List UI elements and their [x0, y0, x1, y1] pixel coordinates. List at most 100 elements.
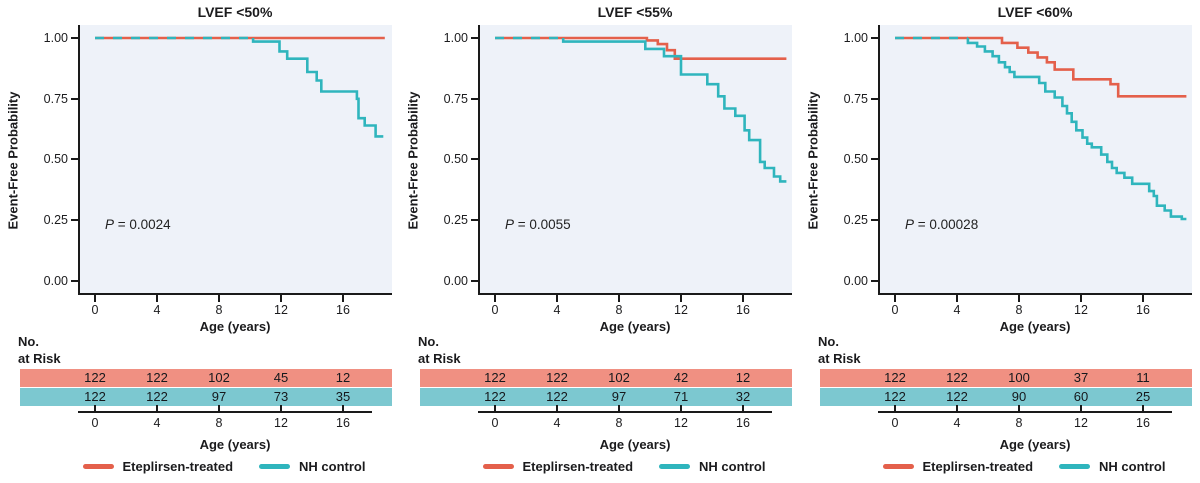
- risk-axis-tick: [494, 405, 496, 411]
- x-tick-label: 0: [491, 303, 499, 317]
- risk-tick-label: 0: [91, 416, 99, 430]
- risk-count: 11: [1136, 370, 1150, 385]
- y-axis-tick: [71, 158, 78, 160]
- x-tick-label: 0: [891, 303, 899, 317]
- y-tick-label: 0.00: [843, 274, 868, 288]
- legend-label: NH control: [699, 459, 766, 474]
- x-tick-label: 4: [153, 303, 161, 317]
- risk-axis-tick: [894, 405, 896, 411]
- risk-tick-label: 4: [553, 416, 561, 430]
- risk-count: 37: [1073, 370, 1089, 385]
- y-axis-tick: [71, 98, 78, 100]
- y-axis-tick: [871, 280, 878, 282]
- legend: Eteplirsen-treated NH control: [400, 459, 800, 474]
- risk-row-eteplirsen: 122 122 102 45 12: [20, 369, 392, 387]
- p-value: P = 0.0055: [505, 217, 571, 232]
- risk-tick-label: 16: [736, 416, 750, 430]
- risk-count: 100: [1008, 370, 1030, 385]
- y-tick-label: 1.00: [443, 31, 468, 45]
- y-tick-label: 0.50: [843, 152, 868, 166]
- x-axis-tick: [618, 295, 620, 302]
- x-axis-tick: [342, 295, 344, 302]
- panel-lvef-55: LVEF <55% Event-Free Probability 1.00 0.…: [400, 0, 800, 483]
- risk-table-header: No.: [818, 334, 839, 349]
- risk-count: 45: [273, 370, 289, 385]
- risk-count: 35: [335, 389, 351, 404]
- p-value: P = 0.00028: [905, 217, 979, 232]
- x-tick-label: 4: [553, 303, 561, 317]
- risk-axis-tick: [156, 405, 158, 411]
- risk-axis-tick: [1080, 405, 1082, 411]
- risk-table-header: No.: [418, 334, 439, 349]
- risk-count: 122: [84, 389, 106, 404]
- x-axis-tick: [1080, 295, 1082, 302]
- x-axis-tick: [94, 295, 96, 302]
- risk-count: 122: [884, 389, 906, 404]
- risk-tick-label: 12: [1074, 416, 1088, 430]
- risk-count: 102: [208, 370, 230, 385]
- risk-axis-label: Age (years): [199, 437, 271, 452]
- risk-table-header: at Risk: [418, 351, 461, 366]
- y-axis-tick: [871, 158, 878, 160]
- risk-axis-tick: [742, 405, 744, 411]
- risk-count: 122: [84, 370, 106, 385]
- risk-count: 97: [211, 389, 227, 404]
- x-tick-label: 8: [615, 303, 623, 317]
- risk-count: 12: [335, 370, 351, 385]
- risk-count: 122: [946, 389, 968, 404]
- x-tick-label: 12: [274, 303, 288, 317]
- x-axis-tick: [556, 295, 558, 302]
- legend: Eteplirsen-treated NH control: [800, 459, 1200, 474]
- risk-count: 122: [146, 389, 168, 404]
- x-tick-label: 16: [1136, 303, 1150, 317]
- y-axis-tick: [71, 37, 78, 39]
- y-axis-tick: [471, 280, 478, 282]
- km-curves: [95, 36, 385, 138]
- panel-title: LVEF <60%: [997, 4, 1073, 20]
- legend: Eteplirsen-treated NH control: [0, 459, 400, 474]
- risk-tick-label: 8: [615, 416, 623, 430]
- legend-item-eteplirsen: Eteplirsen-treated: [882, 459, 1033, 474]
- x-axis-tick: [956, 295, 958, 302]
- risk-table-header: at Risk: [18, 351, 61, 366]
- x-axis-tick: [218, 295, 220, 302]
- risk-count: 60: [1073, 389, 1089, 404]
- risk-axis-tick: [1018, 405, 1020, 411]
- panel-lvef-50: LVEF <50% Event-Free Probability 1.00 0.…: [0, 0, 400, 483]
- y-tick-label: 0.75: [443, 92, 468, 106]
- x-axis-tick: [680, 295, 682, 302]
- km-curves: [495, 36, 787, 183]
- x-axis-tick: [156, 295, 158, 302]
- risk-row-nh-control: 122 122 90 60 25: [820, 388, 1192, 406]
- risk-table-header: No.: [18, 334, 39, 349]
- risk-count: 122: [946, 370, 968, 385]
- km-curves: [895, 36, 1187, 221]
- risk-tick-label: 12: [674, 416, 688, 430]
- y-axis-label: Event-Free Probability: [405, 91, 421, 230]
- x-axis-label: Age (years): [599, 319, 671, 334]
- risk-tick-label: 12: [274, 416, 288, 430]
- risk-axis-tick: [556, 405, 558, 411]
- risk-axis-label: Age (years): [999, 437, 1071, 452]
- risk-count: 73: [273, 389, 289, 404]
- panel-lvef-60: LVEF <60% Event-Free Probability 1.00 0.…: [800, 0, 1200, 483]
- x-axis-tick: [894, 295, 896, 302]
- p-value: P = 0.0024: [105, 217, 171, 232]
- risk-count: 122: [484, 370, 506, 385]
- y-tick-label: 0.00: [43, 274, 68, 288]
- risk-count: 122: [546, 370, 568, 385]
- x-axis-tick: [494, 295, 496, 302]
- risk-count: 122: [146, 370, 168, 385]
- plot-area: P = 0.0024: [78, 25, 392, 295]
- risk-table-header: at Risk: [818, 351, 861, 366]
- risk-count: 42: [673, 370, 689, 385]
- risk-axis-tick: [218, 405, 220, 411]
- risk-tick-label: 8: [215, 416, 223, 430]
- x-tick-label: 4: [953, 303, 961, 317]
- legend-label: NH control: [1099, 459, 1166, 474]
- risk-tick-label: 16: [1136, 416, 1150, 430]
- x-axis-label: Age (years): [199, 319, 271, 334]
- risk-axis-tick: [1142, 405, 1144, 411]
- x-tick-label: 8: [215, 303, 223, 317]
